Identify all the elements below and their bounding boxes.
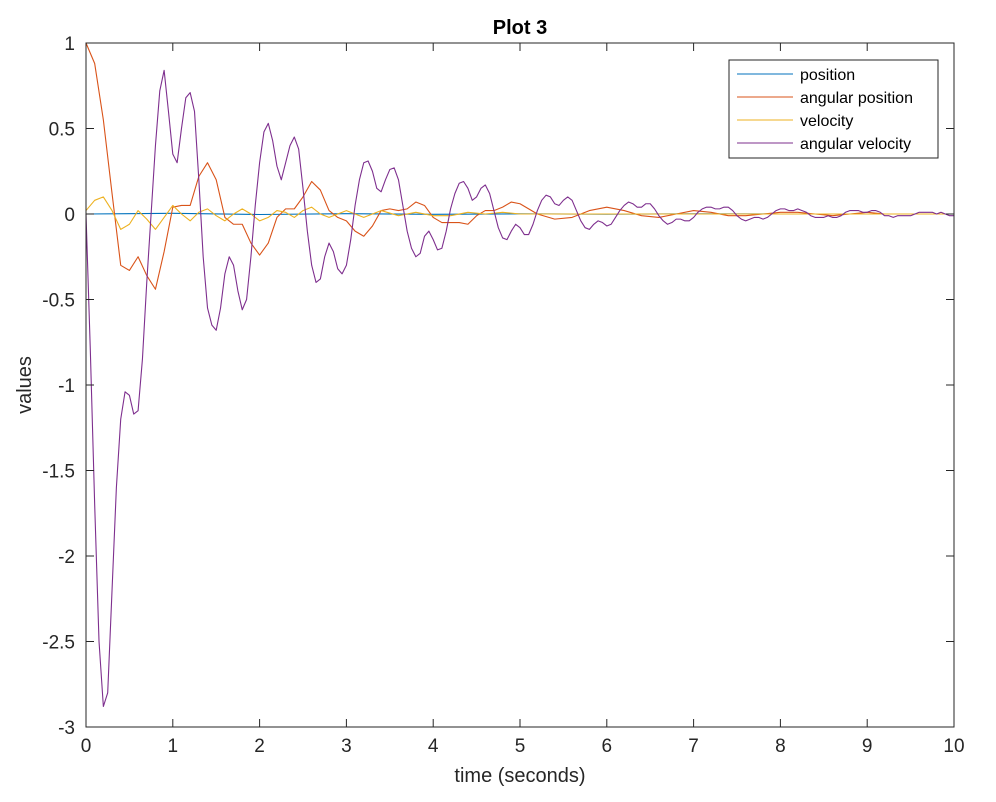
x-tick-label: 0 [81,736,92,757]
y-tick-label: -2 [58,547,75,568]
x-axis-label: time (seconds) [454,765,585,787]
tick-layer: 0 1 2 3 4 5 6 7 8 9 10 1 0.5 0 -0.5 -1 -1.5 -2 -2.5 -3 [42,34,964,757]
x-tick-label: 7 [688,736,699,757]
y-tick-label: -2.5 [42,633,75,654]
x-tick-label: 4 [428,736,439,757]
x-tick-label: 5 [515,736,526,757]
x-tick-label: 1 [168,736,179,757]
y-tick-label: -3 [58,718,75,739]
legend-box [728,59,939,159]
x-tick-label: 3 [341,736,352,757]
y-tick-label: 0.5 [49,120,75,141]
series-layer [85,42,955,708]
y-axis-label: values [14,356,36,414]
chart-title: Plot 3 [493,17,547,39]
y-tick-label: 0 [64,205,75,226]
x-tick-label: 10 [943,736,964,757]
series-line-velocity [85,196,955,230]
legend-label: angular position [800,90,913,107]
x-tick-label: 6 [602,736,613,757]
legend-label: velocity [800,113,853,130]
series-line-angular-velocity [85,69,955,708]
y-tick-label: 1 [64,34,75,55]
legend: position angular position velocity angular … [728,59,939,159]
x-tick-label: 9 [862,736,873,757]
y-tick-label: -1.5 [42,462,75,483]
legend-label: position [800,67,855,84]
legend-label: angular velocity [800,136,911,153]
x-tick-label: 2 [254,736,265,757]
y-tick-label: -0.5 [42,291,75,312]
y-tick-label: -1 [58,376,75,397]
x-tick-label: 8 [775,736,786,757]
